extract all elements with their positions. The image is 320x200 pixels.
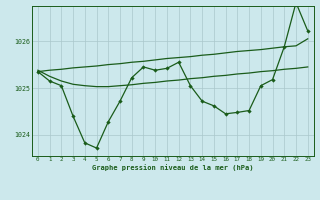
X-axis label: Graphe pression niveau de la mer (hPa): Graphe pression niveau de la mer (hPa) [92,164,253,171]
